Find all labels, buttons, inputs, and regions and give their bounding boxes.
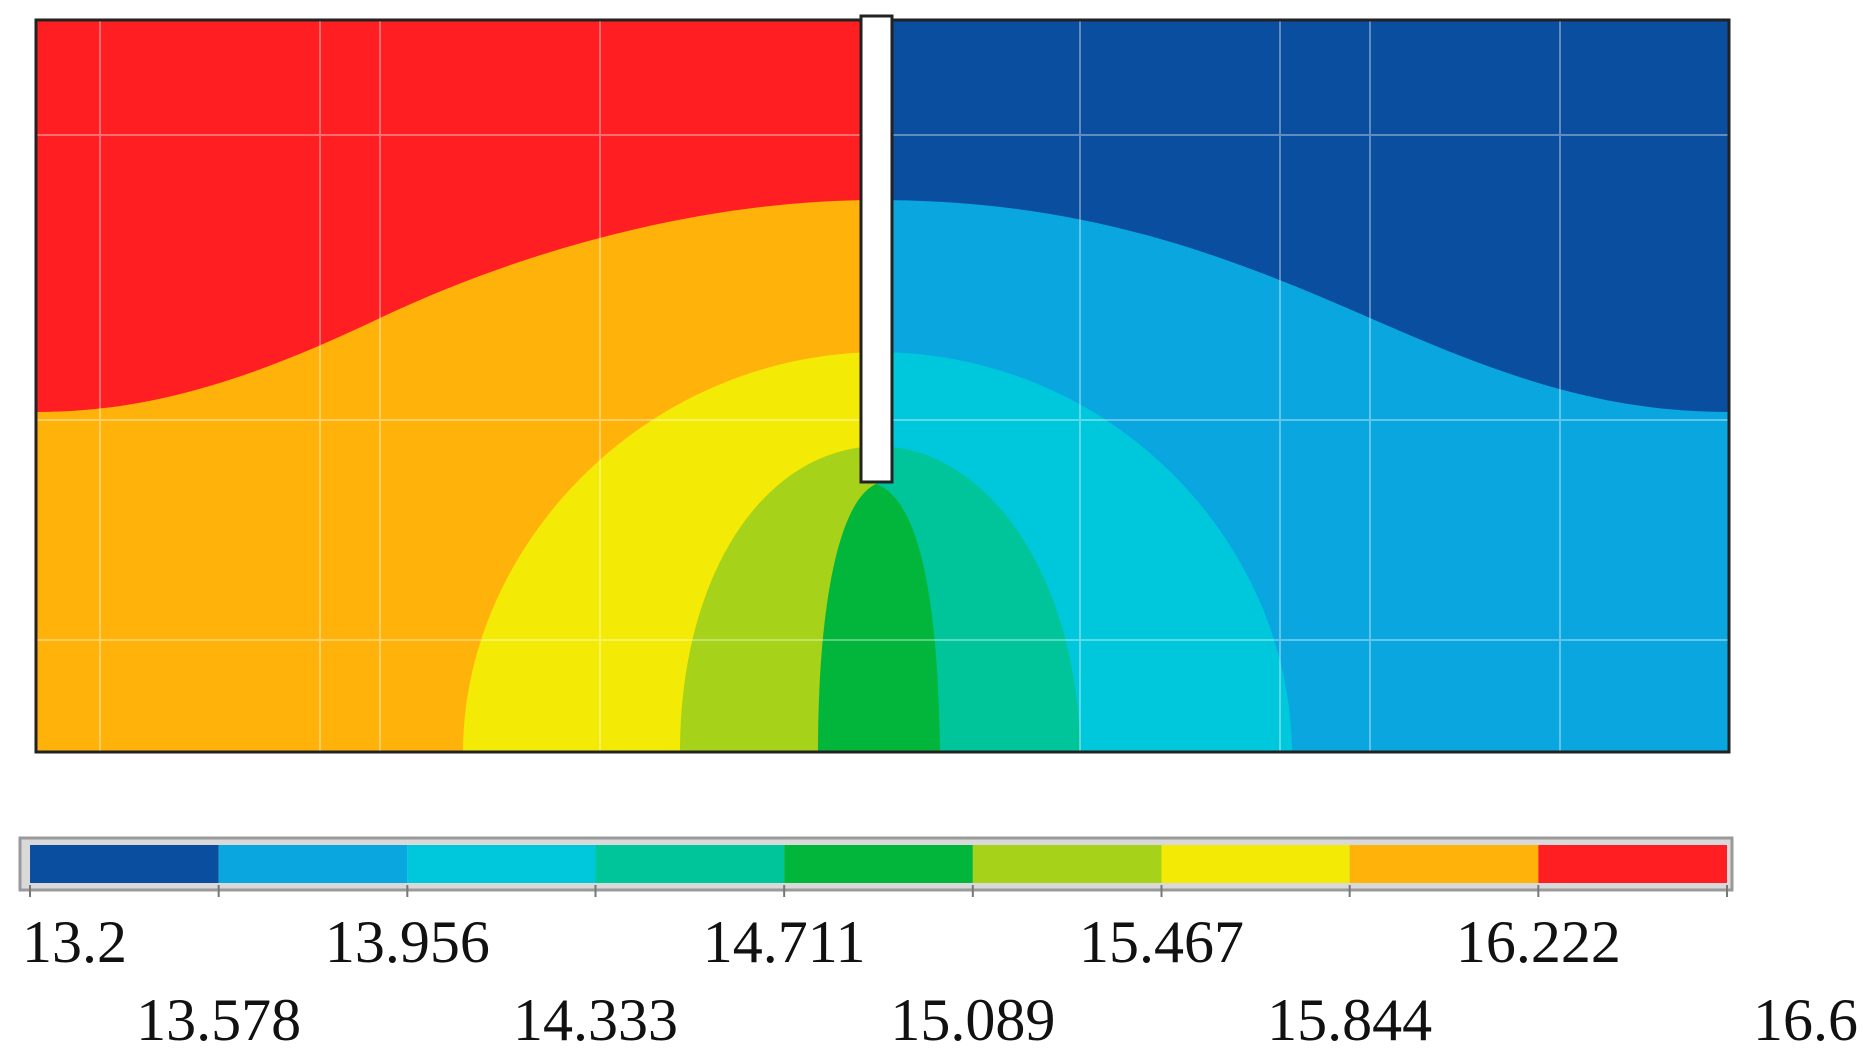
colorbar-swatch [30,845,219,883]
colorbar-tick-label: 13.2 [22,909,127,975]
plot-frame [34,18,1731,754]
colorbar-ticks [29,885,1728,897]
colorbar-swatch [784,845,973,883]
colorbar-swatches [30,845,1727,883]
colorbar-tick-label: 16.6 [1753,987,1858,1053]
colorbar-tick-label: 13.578 [136,987,301,1053]
colorbar-tick-labels: 13.213.578 13.956 14.333 14.711 15.089 15.467… [22,909,1858,1053]
colorbar-swatch [1349,845,1539,883]
colorbar-tick-label: 15.467 [1079,909,1244,975]
colorbar-swatch [1161,845,1350,883]
colorbar-tick-label: 16.222 [1456,909,1621,975]
colorbar-tick-label: 13.956 [325,909,490,975]
contour-band-14-711-left [818,484,876,752]
colorbar-swatch [1538,845,1727,883]
colorbar-swatch [218,845,408,883]
colorbar-swatch [595,845,785,883]
colorbar-tick-label: 14.333 [513,987,678,1053]
colorbar: 13.213.578 13.956 14.333 14.711 15.089 15.467… [18,836,1858,1053]
slot-cutout [859,14,894,484]
colorbar-tick-label: 15.844 [1267,987,1432,1053]
colorbar-swatch [407,845,596,883]
contour-band-14-711-right [876,484,940,752]
contour-field [36,20,1729,752]
colorbar-tick-label: 15.089 [890,987,1055,1053]
colorbar-swatch [972,845,1162,883]
colorbar-tick-label: 14.711 [703,909,866,975]
